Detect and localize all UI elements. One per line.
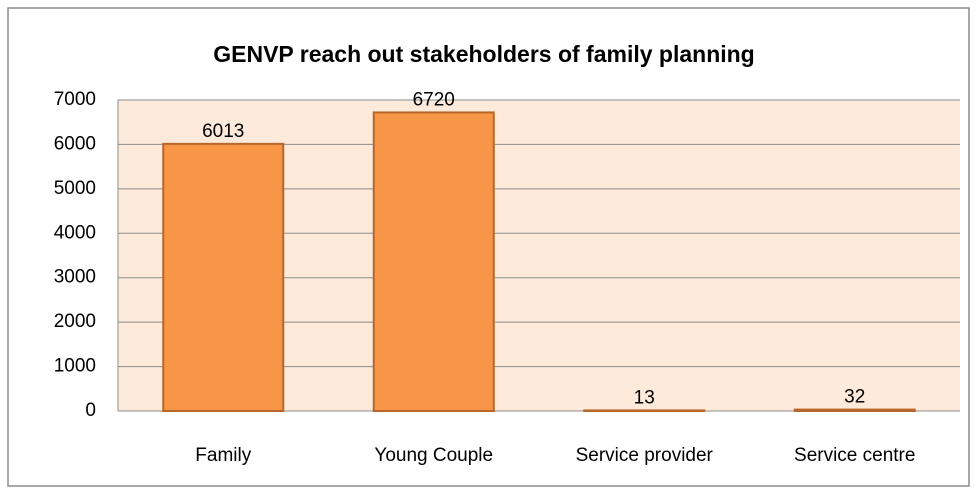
- x-tick-label: Family: [195, 445, 251, 466]
- y-tick-label: 7000: [54, 89, 96, 110]
- bar: [793, 408, 916, 412]
- y-tick-label: 2000: [54, 311, 96, 332]
- bar: [583, 409, 706, 412]
- x-tick-label: Service provider: [576, 445, 714, 466]
- y-tick-label: 4000: [54, 222, 96, 243]
- y-tick-label: 1000: [54, 356, 96, 377]
- bar: [162, 142, 285, 412]
- chart-title: GENVP reach out stakeholders of family p…: [213, 41, 754, 67]
- y-tick-label: 6000: [54, 133, 96, 154]
- y-tick-label: 3000: [54, 267, 96, 288]
- data-label: 6013: [202, 121, 244, 142]
- y-tick-label: 5000: [54, 178, 96, 199]
- x-tick-label: Young Couple: [374, 445, 493, 466]
- x-tick-label: Service centre: [794, 445, 915, 466]
- y-tick-label: 0: [85, 400, 96, 421]
- data-label: 6720: [413, 89, 455, 110]
- bar: [372, 111, 495, 412]
- data-label: 32: [844, 387, 865, 408]
- data-label: 13: [634, 387, 655, 408]
